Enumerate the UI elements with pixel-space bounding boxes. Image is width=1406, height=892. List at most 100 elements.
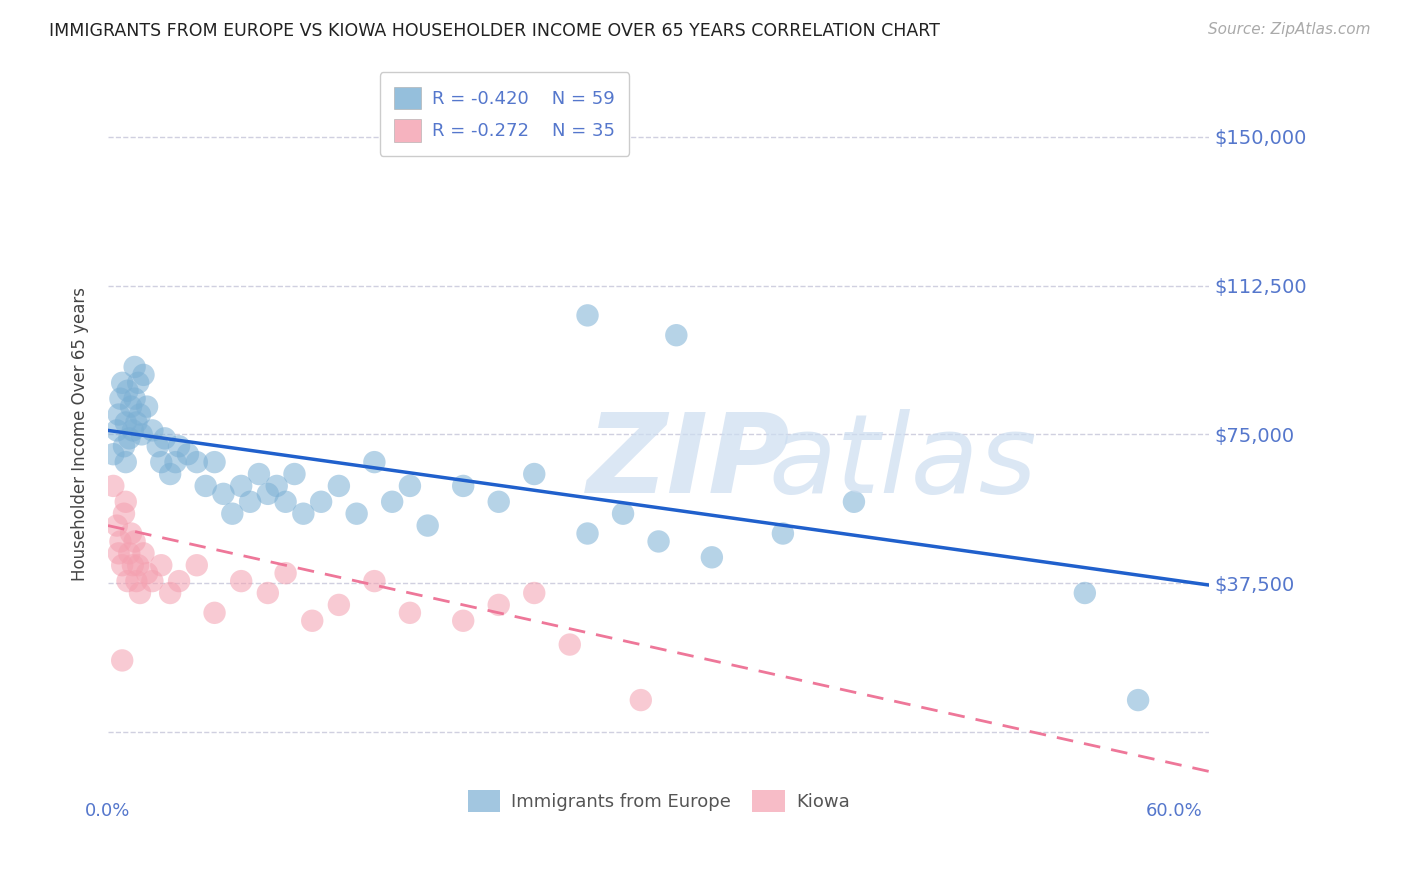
Point — [328, 479, 350, 493]
Text: IMMIGRANTS FROM EUROPE VS KIOWA HOUSEHOLDER INCOME OVER 65 YEARS CORRELATION CHA: IMMIGRANTS FROM EUROPE VS KIOWA HOUSEHOL… — [49, 22, 941, 40]
Point — [292, 507, 315, 521]
Point — [124, 392, 146, 406]
Point — [107, 408, 129, 422]
Point — [204, 606, 226, 620]
Point — [124, 359, 146, 374]
Point — [111, 558, 134, 573]
Point — [111, 653, 134, 667]
Point — [114, 455, 136, 469]
Point — [110, 534, 132, 549]
Point — [112, 507, 135, 521]
Point — [167, 439, 190, 453]
Point — [131, 427, 153, 442]
Point — [558, 638, 581, 652]
Point — [110, 392, 132, 406]
Point — [127, 558, 149, 573]
Y-axis label: Householder Income Over 65 years: Householder Income Over 65 years — [72, 287, 89, 582]
Point — [120, 400, 142, 414]
Point — [112, 439, 135, 453]
Point — [186, 558, 208, 573]
Text: atlas: atlas — [769, 409, 1038, 516]
Point — [612, 507, 634, 521]
Point — [416, 518, 439, 533]
Point — [114, 416, 136, 430]
Point — [103, 479, 125, 493]
Point — [247, 467, 270, 481]
Point — [132, 368, 155, 382]
Point — [363, 455, 385, 469]
Point — [274, 495, 297, 509]
Point — [107, 546, 129, 560]
Point — [105, 518, 128, 533]
Point — [141, 424, 163, 438]
Point — [103, 447, 125, 461]
Point — [118, 546, 141, 560]
Point — [150, 558, 173, 573]
Point — [153, 431, 176, 445]
Point — [141, 574, 163, 588]
Point — [328, 598, 350, 612]
Point — [399, 606, 422, 620]
Point — [117, 574, 139, 588]
Point — [127, 376, 149, 390]
Point — [523, 467, 546, 481]
Point — [772, 526, 794, 541]
Point — [239, 495, 262, 509]
Point — [301, 614, 323, 628]
Point — [167, 574, 190, 588]
Point — [451, 479, 474, 493]
Point — [231, 574, 253, 588]
Point — [111, 376, 134, 390]
Point — [576, 526, 599, 541]
Point — [121, 558, 143, 573]
Point — [159, 586, 181, 600]
Point — [186, 455, 208, 469]
Point — [451, 614, 474, 628]
Point — [165, 455, 187, 469]
Text: ZIP: ZIP — [586, 409, 790, 516]
Point — [363, 574, 385, 588]
Point — [274, 566, 297, 581]
Point — [129, 586, 152, 600]
Point — [665, 328, 688, 343]
Point — [204, 455, 226, 469]
Point — [256, 586, 278, 600]
Text: Source: ZipAtlas.com: Source: ZipAtlas.com — [1208, 22, 1371, 37]
Point — [1074, 586, 1097, 600]
Point — [132, 546, 155, 560]
Point — [146, 439, 169, 453]
Point — [105, 424, 128, 438]
Point — [523, 586, 546, 600]
Point — [120, 526, 142, 541]
Point — [159, 467, 181, 481]
Point — [136, 566, 159, 581]
Point — [129, 408, 152, 422]
Point — [283, 467, 305, 481]
Point — [114, 495, 136, 509]
Point — [256, 487, 278, 501]
Point — [125, 574, 148, 588]
Point — [121, 424, 143, 438]
Point — [150, 455, 173, 469]
Point — [231, 479, 253, 493]
Point — [118, 431, 141, 445]
Point — [266, 479, 288, 493]
Point — [1126, 693, 1149, 707]
Point — [194, 479, 217, 493]
Point — [842, 495, 865, 509]
Point — [381, 495, 404, 509]
Point — [124, 534, 146, 549]
Legend: Immigrants from Europe, Kiowa: Immigrants from Europe, Kiowa — [456, 778, 862, 825]
Point — [488, 495, 510, 509]
Point — [177, 447, 200, 461]
Point — [309, 495, 332, 509]
Point — [125, 416, 148, 430]
Point — [700, 550, 723, 565]
Point — [576, 309, 599, 323]
Point — [346, 507, 368, 521]
Point — [630, 693, 652, 707]
Point — [488, 598, 510, 612]
Point — [399, 479, 422, 493]
Point — [212, 487, 235, 501]
Point — [647, 534, 669, 549]
